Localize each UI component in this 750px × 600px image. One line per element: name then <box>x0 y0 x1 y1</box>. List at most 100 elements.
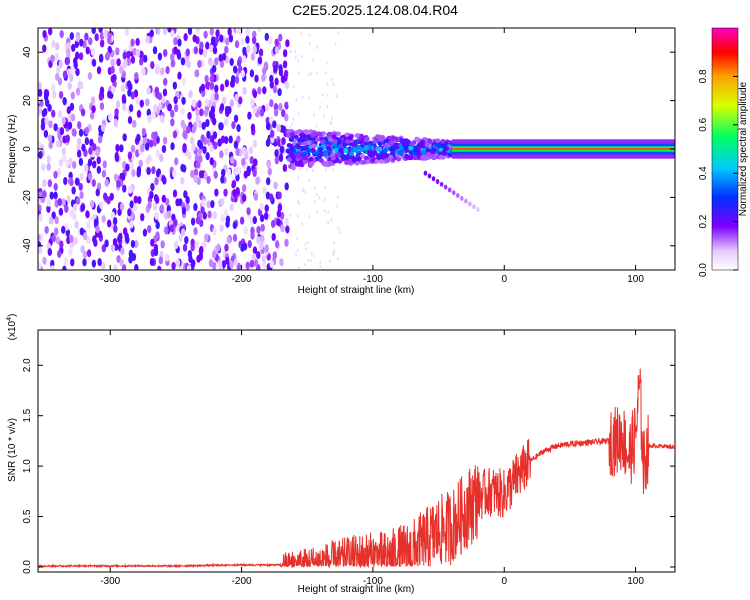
heatmap-cell <box>239 216 245 225</box>
heatmap-cell <box>149 29 154 38</box>
heatmap-cell <box>251 36 257 45</box>
heatmap-cell <box>334 42 337 46</box>
heatmap-cell <box>203 108 209 117</box>
heatmap-cell <box>80 203 86 212</box>
heatmap-cell <box>292 117 295 121</box>
heatmap-cell <box>190 238 195 247</box>
heatmap-cell <box>297 176 300 180</box>
heatmap-cell <box>205 119 210 128</box>
heatmap-cell <box>180 176 185 185</box>
heatmap-cell <box>337 31 340 35</box>
heatmap-cell <box>46 155 51 164</box>
heatmap-cell <box>235 28 240 34</box>
heatmap-cell <box>393 142 399 148</box>
heatmap-cell <box>451 148 675 150</box>
heatmap-cell <box>269 80 274 89</box>
heatmap-cell <box>324 185 326 189</box>
heatmap-cell <box>214 188 219 197</box>
bottom-x-tick-label: -300 <box>100 576 120 587</box>
heatmap-cell <box>38 213 43 222</box>
heatmap-cell <box>331 168 334 172</box>
heatmap-cell <box>235 147 240 156</box>
heatmap-cell <box>79 38 84 47</box>
heatmap-cell <box>67 82 72 91</box>
heatmap-cell <box>231 121 236 130</box>
heatmap-cell <box>438 154 444 160</box>
heatmap-cell <box>443 145 450 151</box>
heatmap-cell <box>163 77 168 86</box>
heatmap-cell <box>269 260 274 269</box>
heatmap-cell <box>234 93 239 102</box>
heatmap-cell <box>38 88 43 97</box>
heatmap-cell <box>99 86 105 95</box>
heatmap-cell <box>215 29 220 38</box>
heatmap-cell <box>46 162 51 171</box>
heatmap-cell <box>42 44 47 53</box>
heatmap-cell <box>80 245 85 254</box>
heatmap-cell <box>420 143 426 149</box>
heatmap-cell <box>74 220 79 229</box>
heatmap-cell <box>85 210 90 219</box>
heatmap-cell <box>420 154 426 160</box>
heatmap-cell <box>135 37 140 46</box>
heatmap-cell <box>51 39 56 48</box>
heatmap-cell <box>326 104 329 108</box>
heatmap-cell <box>256 251 261 260</box>
heatmap-cell <box>326 83 329 87</box>
heatmap-cell <box>66 41 71 50</box>
heatmap-cell <box>42 256 47 265</box>
heatmap-cell <box>197 120 203 129</box>
heatmap-cell <box>251 253 256 262</box>
heatmap-cell <box>90 96 96 105</box>
heatmap-cell <box>147 201 152 210</box>
heatmap-cell <box>306 134 312 140</box>
heatmap-cell <box>107 90 112 99</box>
heatmap-cell <box>253 192 259 201</box>
heatmap-cell <box>333 241 335 245</box>
heatmap-cell <box>195 28 200 35</box>
heatmap-cell <box>101 214 106 223</box>
heatmap-cell <box>199 245 204 254</box>
heatmap-cell <box>298 201 300 205</box>
heatmap-cell <box>274 149 279 158</box>
heatmap-cell <box>155 221 160 230</box>
heatmap-cell <box>106 219 112 228</box>
heatmap-cell <box>246 44 251 53</box>
heatmap-cell <box>372 139 378 144</box>
heatmap-cell <box>132 119 137 128</box>
heatmap-cell <box>119 202 125 211</box>
heatmap-cell <box>211 64 217 73</box>
heatmap-cell <box>385 157 391 163</box>
heatmap-cell <box>252 246 258 255</box>
heatmap-cell <box>264 32 269 41</box>
colorbar-label: Normalized spectral amplitude <box>738 81 749 216</box>
heatmap-cell <box>147 225 152 234</box>
heatmap-cell <box>248 146 254 155</box>
heatmap-cell <box>268 37 273 46</box>
heatmap-cell <box>43 108 48 117</box>
heatmap-cell <box>261 73 266 82</box>
y-multiplier-label: (x104) <box>6 314 18 341</box>
heatmap-cell <box>187 28 193 35</box>
heatmap-cell <box>79 172 84 181</box>
heatmap-cell <box>332 139 338 145</box>
top-y-tick-label: 20 <box>22 95 33 107</box>
heatmap-cell <box>191 143 196 152</box>
heatmap-cell <box>87 158 93 167</box>
heatmap-cell <box>186 60 192 69</box>
heatmap-cell <box>174 157 179 166</box>
heatmap-cell <box>99 201 104 210</box>
heatmap-cell <box>232 189 237 198</box>
heatmap-cell <box>180 107 185 116</box>
heatmap-cell <box>61 116 66 125</box>
heatmap-cell <box>178 234 183 243</box>
heatmap-cell <box>79 191 84 200</box>
heatmap-cell <box>211 250 217 259</box>
heatmap-cell <box>140 144 145 153</box>
heatmap-cell <box>281 137 286 146</box>
heatmap-cell <box>84 32 89 41</box>
heatmap-cell <box>141 127 147 136</box>
heatmap-cell <box>200 83 206 92</box>
heatmap-cell <box>289 153 296 159</box>
heatmap-cell <box>305 148 311 154</box>
